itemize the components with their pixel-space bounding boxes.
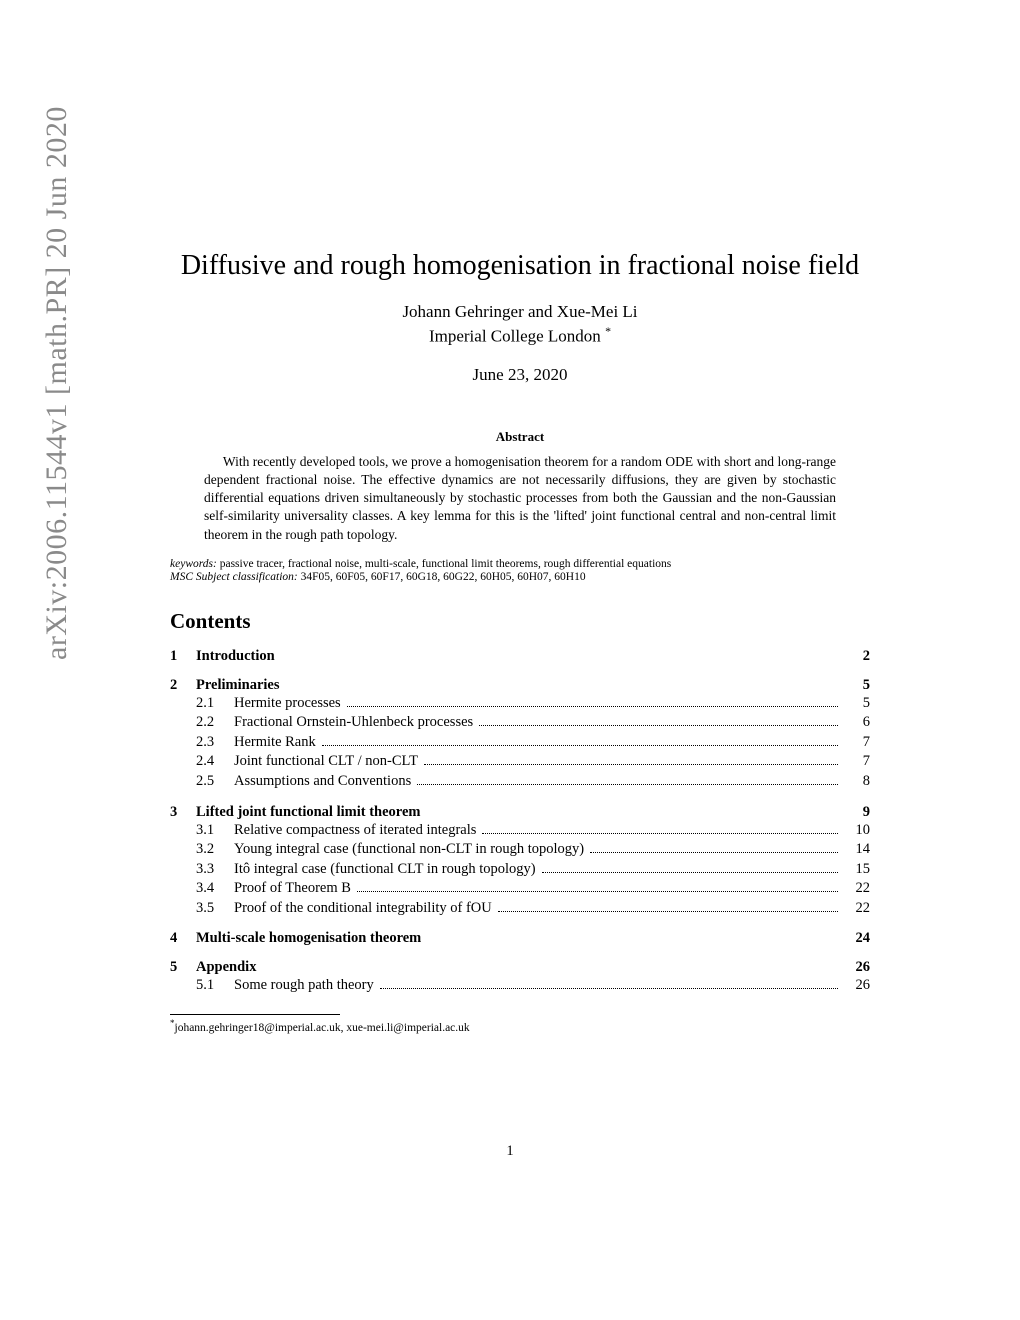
- toc-section[interactable]: 4Multi-scale homogenisation theorem 24: [170, 930, 870, 947]
- toc-subsection-number: 2.2: [196, 713, 234, 733]
- toc-dots: [424, 756, 838, 766]
- toc-dots: [347, 697, 838, 707]
- toc-subsection[interactable]: 2.2Fractional Ornstein-Uhlenbeck process…: [196, 713, 870, 733]
- toc-subsection-number: 3.1: [196, 821, 234, 841]
- toc-dots: [542, 863, 838, 873]
- authors: Johann Gehringer and Xue-Mei Li: [170, 302, 870, 322]
- toc-subsection-page: 6: [842, 713, 870, 733]
- toc-subsection-number: 3.4: [196, 879, 234, 899]
- toc-subsection[interactable]: 2.1Hermite processes 5: [196, 694, 870, 714]
- page-number: 1: [0, 1143, 1020, 1160]
- toc-subsection-number: 5.1: [196, 976, 234, 996]
- toc-section-title: Introduction: [196, 648, 275, 665]
- toc-subsection-title: Proof of the conditional integrability o…: [234, 899, 492, 919]
- toc-section-number: 4: [170, 930, 196, 947]
- date: June 23, 2020: [170, 365, 870, 385]
- toc-subsection-page: 5: [842, 694, 870, 714]
- toc-subsection-page: 8: [842, 772, 870, 792]
- msc-text: 34F05, 60F05, 60F17, 60G18, 60G22, 60H05…: [301, 571, 586, 583]
- toc-section-title: Preliminaries: [196, 677, 280, 694]
- toc-dots: [322, 736, 838, 746]
- toc-subsection[interactable]: 3.4Proof of Theorem B 22: [196, 879, 870, 899]
- toc-section-title: Appendix: [196, 959, 256, 976]
- toc-section-page: 9: [863, 804, 870, 821]
- affiliation-footnote-marker: *: [605, 324, 611, 338]
- toc-subsection[interactable]: 2.3Hermite Rank 7: [196, 733, 870, 753]
- keywords: keywords: passive tracer, fractional noi…: [170, 558, 870, 570]
- paper-title: Diffusive and rough homogenisation in fr…: [150, 250, 890, 282]
- keywords-label: keywords:: [170, 558, 217, 570]
- toc-subsection-title: Young integral case (functional non-CLT …: [234, 840, 584, 860]
- contents-heading: Contents: [170, 609, 870, 634]
- toc-section-title: Lifted joint functional limit theorem: [196, 804, 420, 821]
- toc-dots: [479, 717, 838, 727]
- toc-section[interactable]: 1Introduction 2: [170, 648, 870, 665]
- toc-section-title: Multi-scale homogenisation theorem: [196, 930, 421, 947]
- toc-dots: [380, 980, 838, 990]
- toc-subsection-page: 15: [842, 860, 870, 880]
- table-of-contents: 1Introduction22Preliminaries52.1Hermite …: [170, 648, 870, 996]
- toc-dots: [498, 902, 838, 912]
- toc-subsection[interactable]: 5.1Some rough path theory 26: [196, 976, 870, 996]
- toc-section[interactable]: 3Lifted joint functional limit theorem 9: [170, 804, 870, 821]
- toc-subsection-number: 2.3: [196, 733, 234, 753]
- toc-subsection-title: Hermite processes: [234, 694, 341, 714]
- toc-subsection-title: Assumptions and Conventions: [234, 772, 411, 792]
- toc-section-number: 3: [170, 804, 196, 821]
- toc-subsection-title: Fractional Ornstein-Uhlenbeck processes: [234, 713, 473, 733]
- affiliation-text: Imperial College London: [429, 327, 601, 346]
- toc-section-number: 2: [170, 677, 196, 694]
- toc-subsection-page: 7: [842, 733, 870, 753]
- toc-subsection[interactable]: 3.2Young integral case (functional non-C…: [196, 840, 870, 860]
- toc-subsection-page: 22: [842, 879, 870, 899]
- toc-subsection-page: 10: [842, 821, 870, 841]
- toc-subsection-title: Hermite Rank: [234, 733, 316, 753]
- toc-subsection-page: 22: [842, 899, 870, 919]
- abstract-body: With recently developed tools, we prove …: [204, 453, 836, 544]
- toc-subsection[interactable]: 3.3Itô integral case (functional CLT in …: [196, 860, 870, 880]
- keywords-text: passive tracer, fractional noise, multi-…: [220, 558, 672, 570]
- toc-section[interactable]: 5Appendix 26: [170, 959, 870, 976]
- toc-dots: [357, 883, 838, 893]
- toc-subsection-number: 3.2: [196, 840, 234, 860]
- toc-subsection-number: 2.5: [196, 772, 234, 792]
- toc-section-page: 5: [863, 677, 870, 694]
- toc-subsection-number: 2.4: [196, 752, 234, 772]
- toc-section-page: 2: [863, 648, 870, 665]
- toc-subsection-title: Joint functional CLT / non-CLT: [234, 752, 418, 772]
- toc-subsection-number: 3.5: [196, 899, 234, 919]
- toc-section-number: 5: [170, 959, 196, 976]
- toc-subsection[interactable]: 2.5Assumptions and Conventions 8: [196, 772, 870, 792]
- footnote-rule: [170, 1014, 340, 1015]
- toc-subsection-title: Relative compactness of iterated integra…: [234, 821, 476, 841]
- toc-subsection-page: 7: [842, 752, 870, 772]
- toc-subsection[interactable]: 3.1Relative compactness of iterated inte…: [196, 821, 870, 841]
- toc-subsection-title: Proof of Theorem B: [234, 879, 351, 899]
- toc-subsection[interactable]: 3.5Proof of the conditional integrabilit…: [196, 899, 870, 919]
- arxiv-stamp: arXiv:2006.11544v1 [math.PR] 20 Jun 2020: [40, 106, 74, 660]
- toc-dots: [482, 824, 838, 834]
- toc-subsection-number: 2.1: [196, 694, 234, 714]
- toc-section-number: 1: [170, 648, 196, 665]
- footnote-text: johann.gehringer18@imperial.ac.uk, xue-m…: [175, 1022, 470, 1034]
- toc-section-page: 26: [856, 959, 871, 976]
- toc-section[interactable]: 2Preliminaries 5: [170, 677, 870, 694]
- toc-subsection-title: Itô integral case (functional CLT in rou…: [234, 860, 536, 880]
- toc-dots: [590, 843, 838, 853]
- toc-subsection-title: Some rough path theory: [234, 976, 374, 996]
- toc-subsection-page: 26: [842, 976, 870, 996]
- abstract-heading: Abstract: [170, 429, 870, 445]
- page-content: Diffusive and rough homogenisation in fr…: [170, 250, 870, 1034]
- toc-subsection[interactable]: 2.4Joint functional CLT / non-CLT 7: [196, 752, 870, 772]
- footnote: *johann.gehringer18@imperial.ac.uk, xue-…: [170, 1018, 870, 1034]
- toc-section-page: 24: [856, 930, 871, 947]
- toc-subsection-page: 14: [842, 840, 870, 860]
- msc: MSC Subject classification: 34F05, 60F05…: [170, 571, 870, 583]
- toc-dots: [417, 775, 838, 785]
- msc-label: MSC Subject classification:: [170, 571, 298, 583]
- toc-subsection-number: 3.3: [196, 860, 234, 880]
- affiliation: Imperial College London *: [170, 324, 870, 347]
